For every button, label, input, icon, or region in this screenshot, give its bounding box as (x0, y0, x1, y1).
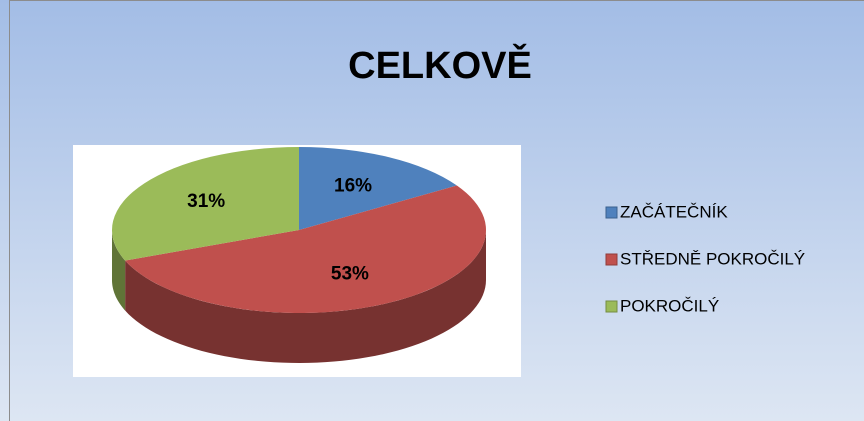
legend-label: ZAČÁTEČNÍK (620, 202, 728, 221)
data-label: 16% (334, 175, 372, 196)
slice (299, 147, 457, 230)
legend-swatch (605, 206, 618, 219)
legend-label: STŘEDNĚ POKROČILÝ (620, 249, 805, 268)
slice (125, 185, 487, 314)
data-label: 31% (187, 191, 225, 212)
slice (112, 147, 299, 261)
data-label: 53% (331, 263, 369, 284)
legend-label: POKROČILÝ (620, 296, 719, 315)
legend-swatch (605, 253, 618, 266)
legend-swatch (605, 300, 618, 313)
chart-title: CELKOVĚ (348, 43, 532, 87)
slice-side (112, 230, 126, 311)
slice-side (125, 230, 486, 363)
